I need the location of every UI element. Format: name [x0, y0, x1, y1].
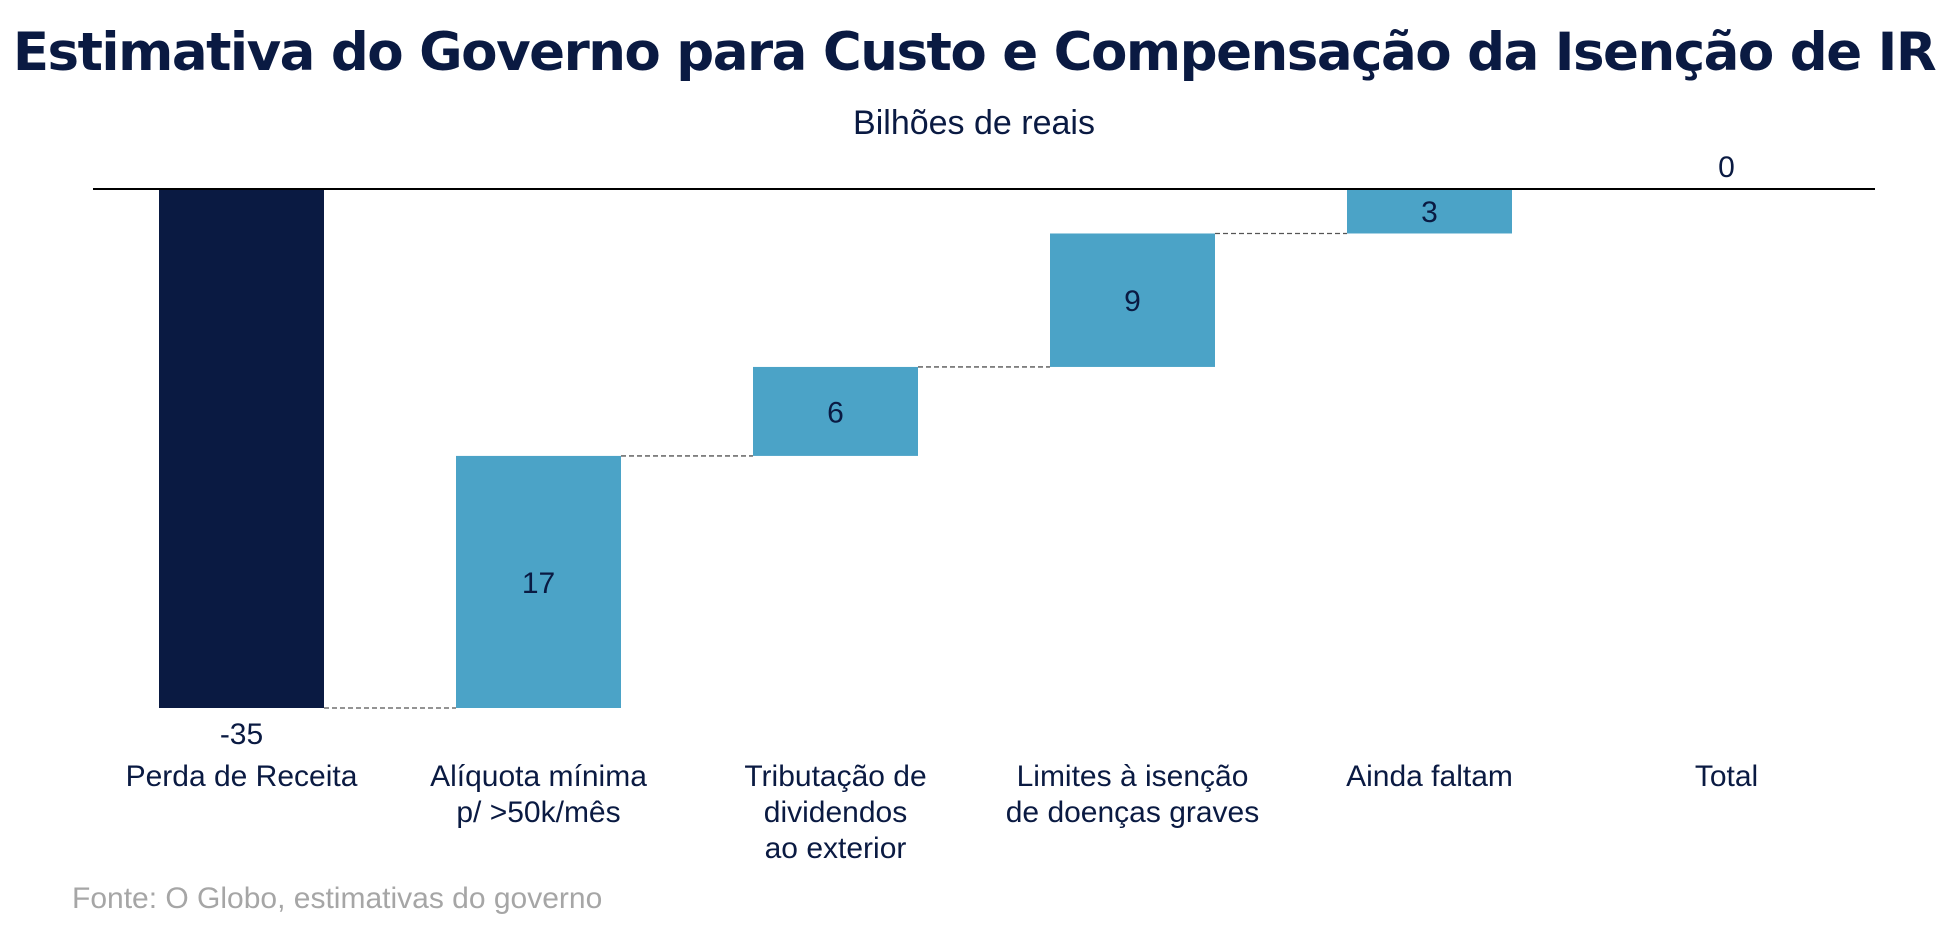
tick-label-5: Total [1695, 760, 1758, 793]
tick-label-line: dividendos [764, 796, 907, 829]
bars-group [159, 189, 1512, 708]
chart-subtitle: Bilhões de reais [853, 104, 1095, 142]
tick-label-3: Limites à isenção de doenças graves [1006, 760, 1260, 829]
tick-label-2: Tributação de dividendos ao exterior [744, 760, 926, 865]
tick-label-line: Ainda faltam [1346, 760, 1513, 793]
bar-4 [1347, 189, 1512, 234]
tick-label-1: Alíquota mínima p/ >50k/mês [430, 760, 647, 829]
bar-1 [456, 455, 621, 708]
source-note: Fonte: O Globo, estimativas do governo [72, 882, 603, 915]
data-label-0: -35 [220, 718, 263, 751]
tick-label-line: de doenças graves [1006, 796, 1260, 829]
data-labels-group: -35 17 6 9 3 0 [220, 151, 1735, 751]
bar-3 [1050, 233, 1215, 367]
tick-label-line: Limites à isenção [1017, 760, 1249, 793]
tick-label-line: Total [1695, 760, 1758, 793]
tick-label-4: Ainda faltam [1346, 760, 1513, 793]
bar-0 [159, 189, 324, 708]
data-label-4: 3 [1421, 196, 1438, 229]
tick-label-line: p/ >50k/mês [456, 796, 620, 829]
data-label-1: 17 [522, 567, 555, 600]
data-label-5: 0 [1718, 151, 1735, 184]
tick-label-line: ao exterior [765, 832, 907, 865]
tick-label-line: Alíquota mínima [430, 760, 647, 793]
tick-label-line: Perda de Receita [126, 760, 358, 793]
x-axis-tick-labels: Perda de Receita Alíquota mínima p/ >50k/m… [126, 760, 1759, 865]
tick-label-0: Perda de Receita [126, 760, 358, 793]
tick-label-line: Tributação de [744, 760, 926, 793]
data-label-2: 6 [827, 396, 844, 429]
chart-title: Estimativa do Governo para Custo e Compe… [12, 22, 1937, 83]
bar-2 [753, 366, 918, 456]
data-label-3: 9 [1124, 285, 1141, 318]
